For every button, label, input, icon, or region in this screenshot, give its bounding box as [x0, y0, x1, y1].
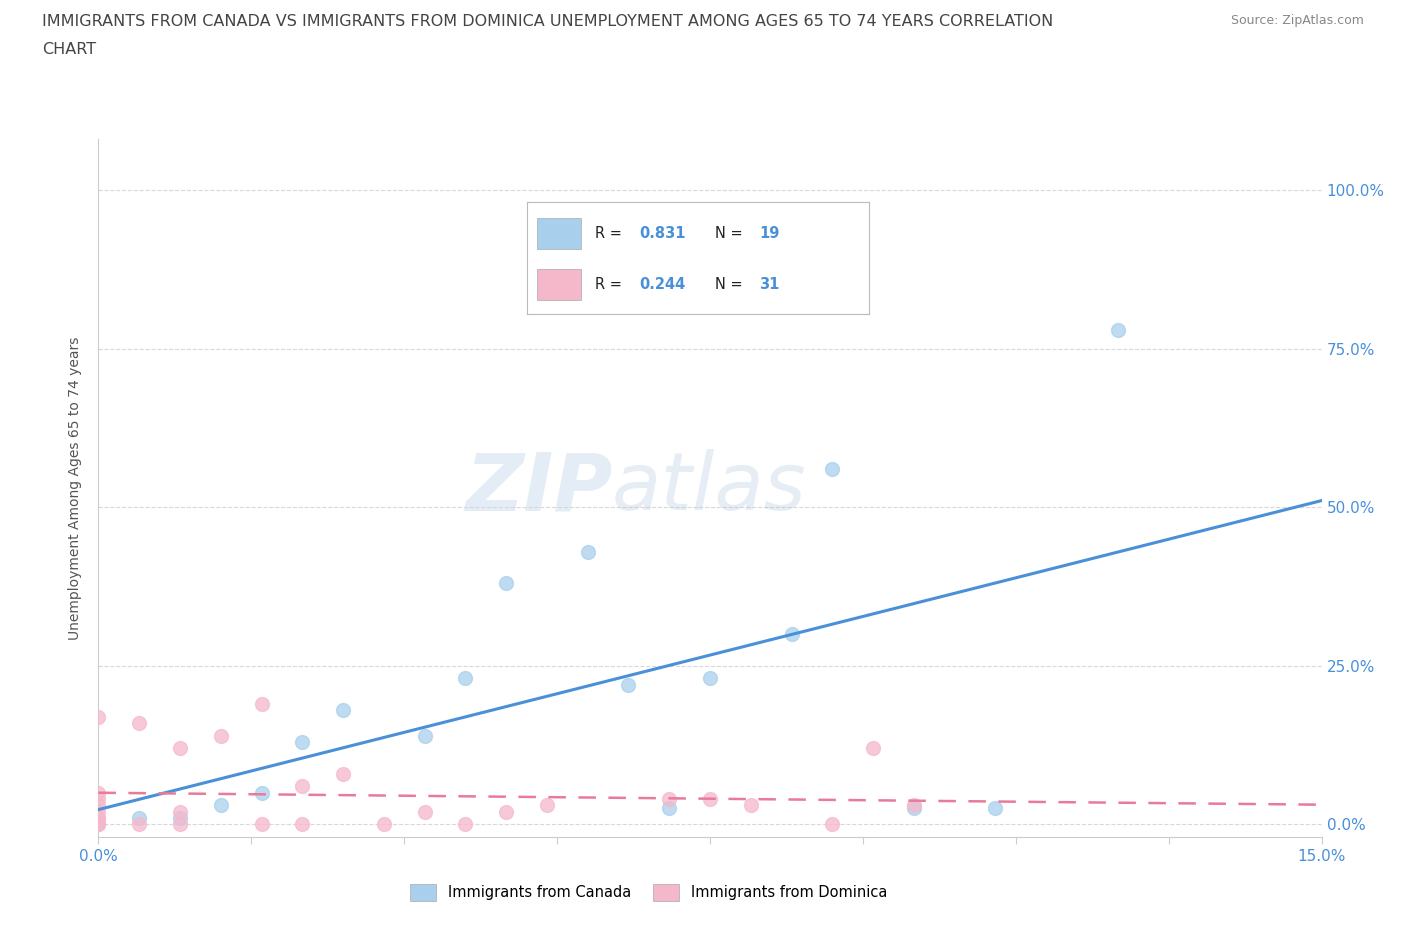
Point: [128, 811, 150, 826]
Point: [209, 728, 232, 743]
Point: [87, 811, 110, 826]
Point: [658, 801, 681, 816]
Point: [209, 798, 232, 813]
Point: [250, 785, 273, 800]
Point: [332, 766, 354, 781]
Point: [536, 798, 558, 813]
Point: [87, 817, 110, 831]
Point: [128, 817, 150, 831]
Point: [87, 709, 110, 724]
Point: [413, 728, 436, 743]
Point: [413, 804, 436, 819]
Point: [373, 817, 395, 831]
Point: [699, 671, 721, 686]
Point: [169, 741, 191, 756]
Point: [87, 804, 110, 819]
Point: [250, 817, 273, 831]
Point: [291, 735, 314, 750]
Point: [699, 791, 721, 806]
Point: [169, 817, 191, 831]
Point: [1107, 323, 1129, 338]
Point: [454, 817, 477, 831]
Point: [984, 801, 1007, 816]
Point: [862, 741, 884, 756]
Point: [617, 677, 640, 692]
Point: [87, 785, 110, 800]
Point: [291, 778, 314, 793]
Point: [87, 817, 110, 831]
Point: [495, 804, 517, 819]
Point: [658, 791, 681, 806]
Text: Source: ZipAtlas.com: Source: ZipAtlas.com: [1230, 14, 1364, 27]
Point: [250, 697, 273, 711]
Point: [780, 627, 803, 642]
Point: [169, 804, 191, 819]
Legend: Immigrants from Canada, Immigrants from Dominica: Immigrants from Canada, Immigrants from …: [405, 878, 893, 907]
Point: [454, 671, 477, 686]
Point: [87, 798, 110, 813]
Point: [87, 817, 110, 831]
Point: [87, 811, 110, 826]
Text: IMMIGRANTS FROM CANADA VS IMMIGRANTS FROM DOMINICA UNEMPLOYMENT AMONG AGES 65 TO: IMMIGRANTS FROM CANADA VS IMMIGRANTS FRO…: [42, 14, 1053, 29]
Point: [576, 544, 599, 559]
Point: [291, 817, 314, 831]
Text: CHART: CHART: [42, 42, 96, 57]
Point: [87, 791, 110, 806]
Point: [903, 798, 925, 813]
Point: [495, 576, 517, 591]
Point: [821, 462, 844, 477]
Point: [821, 817, 844, 831]
Point: [740, 798, 762, 813]
Point: [332, 703, 354, 718]
Text: ZIP: ZIP: [465, 449, 612, 527]
Point: [128, 715, 150, 730]
Text: atlas: atlas: [612, 449, 807, 527]
Y-axis label: Unemployment Among Ages 65 to 74 years: Unemployment Among Ages 65 to 74 years: [69, 337, 83, 640]
Point: [903, 801, 925, 816]
Point: [169, 811, 191, 826]
